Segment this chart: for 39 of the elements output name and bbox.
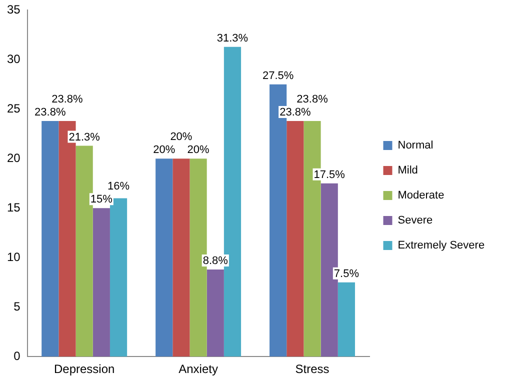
legend-label: Severe [398, 214, 433, 227]
data-label: 23.8% [280, 106, 311, 119]
bar [92, 208, 110, 357]
bar [42, 121, 59, 357]
data-label: 21.3% [68, 131, 100, 144]
y-tick-label: 10 [6, 250, 21, 264]
data-label: 23.8% [52, 94, 84, 106]
y-tick-label: 30 [6, 52, 21, 66]
data-label: 27.5% [262, 70, 294, 82]
data-label: 7.5% [334, 268, 360, 280]
data-label: 23.8% [296, 94, 328, 106]
data-label: 8.8% [202, 255, 228, 268]
bar [286, 121, 304, 357]
x-tick-label: Anxiety [178, 362, 218, 376]
data-label: 31.3% [216, 32, 248, 44]
y-tick-label: 15 [6, 200, 21, 214]
legend-label: Normal [398, 140, 434, 152]
data-label: 15% [90, 194, 113, 206]
x-tick-label: Stress [295, 362, 330, 376]
x-tick-label: Depression [54, 362, 115, 376]
data-label: 20% [153, 144, 176, 156]
y-tick-label: 35 [6, 2, 21, 17]
bar [338, 282, 356, 357]
bar [172, 158, 190, 357]
bar [76, 146, 93, 357]
legend-label: Mild [398, 164, 418, 177]
data-label: 20% [187, 144, 210, 156]
y-tick-label: 0 [14, 348, 21, 363]
y-tick-label: 20 [6, 150, 21, 165]
bar [156, 158, 173, 357]
data-label: 20% [170, 131, 192, 144]
legend-label: Extremely Severe [398, 240, 485, 252]
y-tick-label: 5 [14, 299, 21, 314]
data-label: 16% [108, 180, 130, 193]
legend-label: Moderate [398, 190, 444, 202]
bar [206, 270, 224, 357]
data-label: 23.8% [34, 106, 66, 119]
data-label: 17.5% [314, 168, 346, 181]
y-tick-label: 25 [6, 101, 21, 116]
